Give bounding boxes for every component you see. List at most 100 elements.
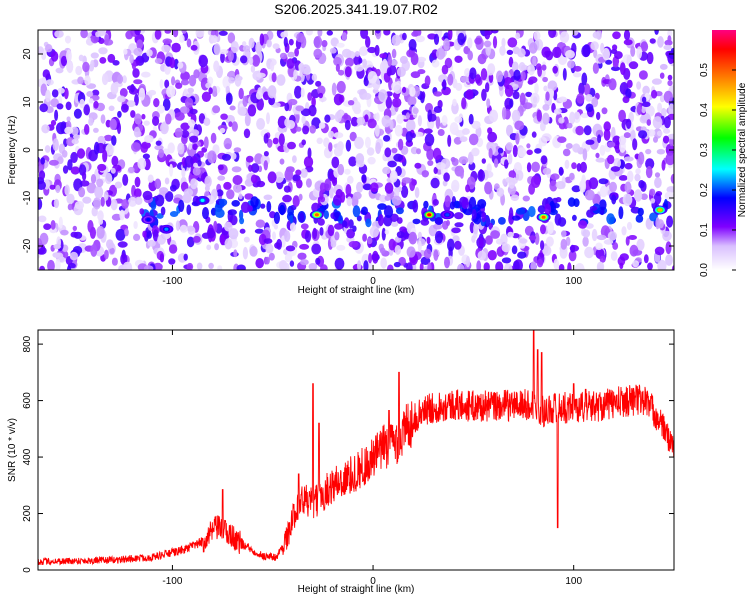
spectrogram-cell xyxy=(117,74,124,84)
spectrogram-cell xyxy=(179,106,190,114)
spectrogram-cell xyxy=(657,259,667,270)
spectrogram-cell xyxy=(517,147,527,158)
spectrogram-cell xyxy=(48,159,59,166)
spectrogram-cell xyxy=(307,92,313,101)
spectrogram-cell xyxy=(109,247,115,254)
spectrogram-cell xyxy=(433,33,440,46)
spectrogram-cell xyxy=(79,98,85,109)
spectrogram-cell xyxy=(501,37,506,48)
spectrogram-cell xyxy=(467,151,474,165)
spectrogram-cell xyxy=(201,91,211,103)
spectrogram-cell xyxy=(528,76,538,84)
spectrogram-cell xyxy=(367,71,378,84)
spectrogram-cell xyxy=(66,61,74,74)
spectrogram-cell xyxy=(348,219,354,229)
spectrogram-cell xyxy=(133,47,143,57)
spectrogram-cell xyxy=(545,236,554,247)
spectrogram-cell xyxy=(198,54,208,68)
spectrogram-cell xyxy=(330,240,337,248)
spectrogram-cell xyxy=(507,231,514,238)
spectrogram-cell xyxy=(192,167,201,176)
spectrogram-cell xyxy=(581,72,588,86)
spectrogram-cell xyxy=(263,160,268,171)
spectrogram-cell xyxy=(53,198,60,209)
spectrogram-cell xyxy=(60,55,68,67)
spectrogram-cell xyxy=(144,135,154,143)
spectrogram-cell xyxy=(251,54,261,67)
spectrogram-cell xyxy=(653,136,658,143)
spectrogram-cell xyxy=(299,212,305,224)
spectrogram-cell xyxy=(233,147,242,153)
spectrogram-cell xyxy=(530,92,540,105)
spectrogram-cell xyxy=(260,203,266,209)
spectrogram-cell xyxy=(98,37,105,45)
spectrogram-cell xyxy=(599,185,608,198)
spectrogram-cell xyxy=(591,228,598,242)
spectrogram-cell xyxy=(567,262,572,270)
spectrogram-cell xyxy=(40,157,45,165)
snr-background xyxy=(38,330,674,570)
spectrogram-cell xyxy=(507,37,518,48)
spectrogram-cell xyxy=(501,107,507,120)
spectrogram-cell xyxy=(557,136,567,143)
spectrogram-cell xyxy=(512,144,518,158)
spectrogram-cell xyxy=(242,45,251,52)
spectrogram-cell xyxy=(225,114,235,125)
spectrogram-cell xyxy=(292,155,297,164)
spectrogram-cell xyxy=(362,183,372,191)
spectrogram-cell xyxy=(177,142,185,155)
spectrogram-cell xyxy=(414,187,420,199)
spectrogram-cell xyxy=(576,93,585,104)
spectrogram-cell xyxy=(323,210,329,220)
spectrogram-cell xyxy=(263,151,269,157)
spectrogram-cell xyxy=(362,92,372,100)
spectrogram-cell xyxy=(38,180,46,190)
spectrogram-cell xyxy=(288,98,298,106)
spectrogram-cell xyxy=(154,30,162,40)
spectrogram-cell xyxy=(621,226,627,236)
spectrogram-cell xyxy=(643,254,649,264)
spectrogram-cell xyxy=(63,87,69,100)
spectrogram-cell xyxy=(287,141,296,150)
spectrogram-cell xyxy=(242,41,247,47)
spectrogram-cell xyxy=(270,61,275,72)
spectrogram-cell xyxy=(469,67,477,80)
spectrogram-cell xyxy=(640,126,647,132)
spectrogram-cell xyxy=(162,98,171,111)
spectrogram-cell xyxy=(362,233,367,242)
spectrogram-cell xyxy=(66,49,72,63)
spectrogram-cell xyxy=(38,170,46,180)
spectrogram-cell xyxy=(139,208,145,215)
spectrogram-cell xyxy=(227,32,236,44)
spectrogram-cell xyxy=(134,196,143,205)
spectrogram-cell xyxy=(534,232,540,245)
snr-y-axis: 0 200 400 600 800 xyxy=(22,335,674,573)
spectrogram-cell xyxy=(665,241,672,255)
spectrogram-cell xyxy=(55,258,61,270)
spectrogram-cell xyxy=(96,225,105,239)
spectrogram-cell xyxy=(295,113,300,124)
spectrogram-cell xyxy=(152,116,160,126)
spectrogram-cell xyxy=(525,91,533,98)
spectrogram-cell xyxy=(624,162,633,170)
spectrogram-cell xyxy=(528,42,538,54)
spectrogram-cell xyxy=(334,212,339,219)
spectrogram-cell xyxy=(384,182,394,194)
spectrogram-cell xyxy=(284,168,294,181)
spectrogram-cell xyxy=(571,30,579,36)
spectrogram-cell xyxy=(611,66,621,72)
spectrogram-cell xyxy=(219,127,226,134)
spectrogram-cell xyxy=(388,238,396,251)
spectrogram-cell xyxy=(174,127,183,138)
spectrogram-cell xyxy=(471,120,481,130)
spectrogram-cell xyxy=(250,196,259,208)
spectrogram-cell xyxy=(573,198,580,208)
spectrogram-cell xyxy=(446,220,450,226)
spectrogram-cell xyxy=(283,36,288,48)
spectrogram-cell xyxy=(55,184,61,194)
spectrogram-cell xyxy=(391,147,398,154)
spectrogram-cell xyxy=(407,95,417,107)
spectrogram-cell xyxy=(377,214,384,227)
figure-title: S206.2025.341.19.07.R02 xyxy=(274,1,438,17)
spectrogram-cell xyxy=(619,262,624,269)
